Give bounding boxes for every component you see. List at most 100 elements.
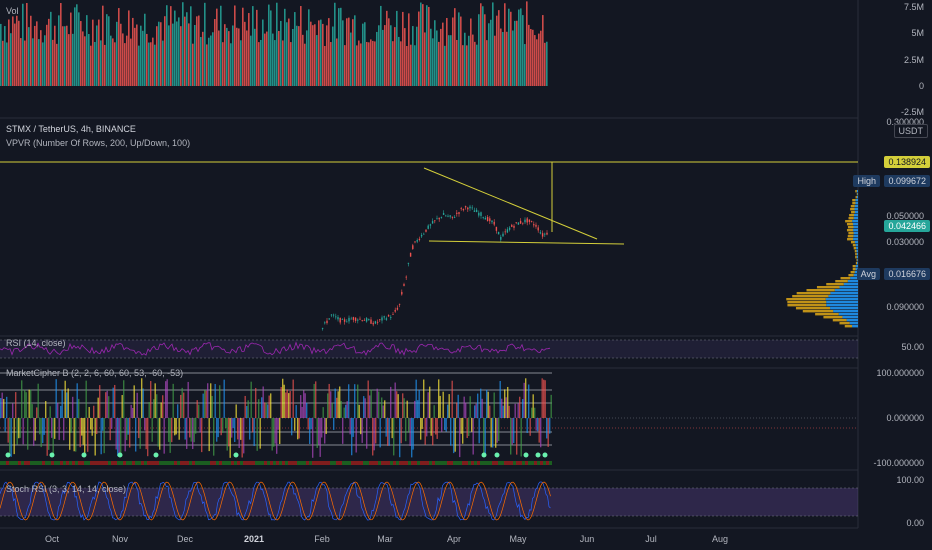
cipher-wave-bar bbox=[153, 399, 155, 418]
volume-bar bbox=[180, 26, 182, 87]
vpvr-title[interactable]: VPVR (Number Of Rows, 200, Up/Down, 100) bbox=[6, 138, 191, 148]
cipher-bottom-strip bbox=[273, 461, 276, 465]
cipher-wave-bar bbox=[246, 406, 248, 418]
volume-bar bbox=[252, 6, 254, 86]
volume-bar bbox=[164, 16, 166, 86]
symbol-title[interactable]: STMX / TetherUS, 4h, BINANCE bbox=[6, 124, 136, 134]
cipher-bottom-strip bbox=[165, 461, 168, 465]
vpvr-down-bar bbox=[802, 310, 834, 313]
cipher-wave-bar bbox=[48, 418, 50, 450]
cipher-wave-bar bbox=[348, 384, 350, 418]
volume-bar bbox=[530, 28, 532, 86]
volume-bar bbox=[518, 9, 520, 86]
volume-bar bbox=[158, 21, 160, 87]
volume-bar bbox=[406, 45, 408, 86]
volume-bar bbox=[170, 6, 172, 86]
candle-body bbox=[528, 219, 531, 222]
candle-body bbox=[350, 318, 352, 320]
cipher-wave-bar bbox=[201, 418, 203, 453]
candle-body bbox=[328, 318, 330, 320]
vpvr-down-bar bbox=[846, 229, 854, 232]
volume-bar bbox=[110, 35, 112, 86]
vpvr-up-bar bbox=[847, 280, 858, 283]
cipher-bottom-strip bbox=[27, 461, 30, 465]
vpvr-up-bar bbox=[853, 217, 858, 220]
cipher-wave-bar bbox=[516, 418, 518, 455]
cipher-wave-bar bbox=[450, 418, 452, 446]
candle-body bbox=[460, 208, 462, 209]
volume-bar bbox=[138, 45, 140, 86]
cipher-wave-bar bbox=[234, 418, 236, 442]
cipher-bottom-strip bbox=[372, 461, 375, 465]
x-tick-feb: Feb bbox=[314, 534, 330, 544]
cipher-bottom-strip bbox=[489, 461, 492, 465]
cipher-wave-bar bbox=[16, 418, 18, 445]
cipher-wave-bar bbox=[469, 396, 471, 418]
cipher-wave-bar bbox=[139, 418, 141, 449]
volume-bar bbox=[202, 31, 204, 86]
cipher-bottom-strip bbox=[504, 461, 507, 465]
volume-bar bbox=[144, 13, 146, 86]
cipher-bottom-strip bbox=[24, 461, 27, 465]
candle-body bbox=[394, 309, 396, 312]
volume-bar bbox=[122, 33, 124, 86]
volume-bar bbox=[178, 17, 180, 86]
vpvr-up-bar bbox=[826, 304, 858, 307]
vpvr-down-bar bbox=[850, 205, 855, 208]
cipher-bottom-strip bbox=[39, 461, 42, 465]
volume-bar bbox=[332, 26, 334, 86]
cipher-wave-bar bbox=[382, 405, 384, 418]
cipher-bottom-strip bbox=[78, 461, 81, 465]
cipher-wave-bar bbox=[405, 418, 407, 442]
candle-body bbox=[330, 314, 333, 316]
candle-body bbox=[451, 216, 454, 218]
volume-bar bbox=[512, 30, 514, 87]
cipher-bottom-strip bbox=[147, 461, 150, 465]
cipher-bottom-strip bbox=[357, 461, 360, 465]
volume-bar bbox=[230, 43, 232, 86]
vpvr-up-bar bbox=[854, 208, 858, 211]
cipher-wave-bar bbox=[304, 393, 306, 418]
rsi-line bbox=[0, 339, 858, 359]
candle-body bbox=[365, 318, 368, 322]
candle-body bbox=[434, 220, 436, 222]
cipher-pane-title[interactable]: MarketCipher B (2, 2, 6, 60, 60, 53, -60… bbox=[6, 368, 184, 378]
stoch-pane-title[interactable]: Stoch RSI (3, 3, 14, 14, close) bbox=[6, 484, 127, 494]
cipher-wave-bar bbox=[180, 394, 182, 418]
cipher-wave-bar bbox=[97, 397, 99, 418]
cipher-bottom-strip bbox=[66, 461, 69, 465]
candle-body bbox=[427, 225, 429, 229]
candle-body bbox=[539, 232, 542, 234]
candle-body bbox=[412, 245, 414, 249]
currency-badge[interactable]: USDT bbox=[893, 124, 928, 138]
vpvr-down-bar bbox=[850, 208, 855, 211]
volume-bar bbox=[298, 26, 300, 86]
volume-bar bbox=[128, 10, 130, 86]
x-tick-aug: Aug bbox=[711, 534, 729, 544]
cipher-wave-bar bbox=[114, 384, 116, 418]
cipher-wave-bar bbox=[502, 405, 504, 418]
cipher-bottom-strip bbox=[285, 461, 288, 465]
cipher-wave-bar bbox=[172, 383, 174, 418]
cipher-bottom-strip bbox=[153, 461, 156, 465]
cipher-wave-bar bbox=[460, 418, 462, 434]
candle-body bbox=[370, 319, 372, 324]
candle-body bbox=[464, 206, 467, 208]
cipher-wave-bar bbox=[181, 387, 183, 418]
cipher-wave-bar bbox=[115, 418, 117, 450]
cipher-wave-bar bbox=[273, 418, 275, 447]
cipher-wave-bar bbox=[486, 389, 488, 418]
cipher-wave-bar bbox=[39, 418, 41, 435]
rsi-pane-title[interactable]: RSI (14, close) bbox=[6, 338, 66, 348]
candle-body bbox=[484, 217, 487, 220]
cipher-bottom-strip bbox=[132, 461, 135, 465]
volume-bar bbox=[48, 18, 50, 86]
cipher-bottom-strip bbox=[447, 461, 450, 465]
cipher-wave-bar bbox=[306, 402, 308, 418]
cipher-bottom-strip bbox=[297, 461, 300, 465]
volume-bar bbox=[42, 42, 44, 86]
cipher-bottom-strip bbox=[537, 461, 540, 465]
cipher-wave-bar bbox=[466, 418, 468, 439]
cipher-bottom-strip bbox=[315, 461, 318, 465]
candle-body bbox=[383, 316, 385, 318]
